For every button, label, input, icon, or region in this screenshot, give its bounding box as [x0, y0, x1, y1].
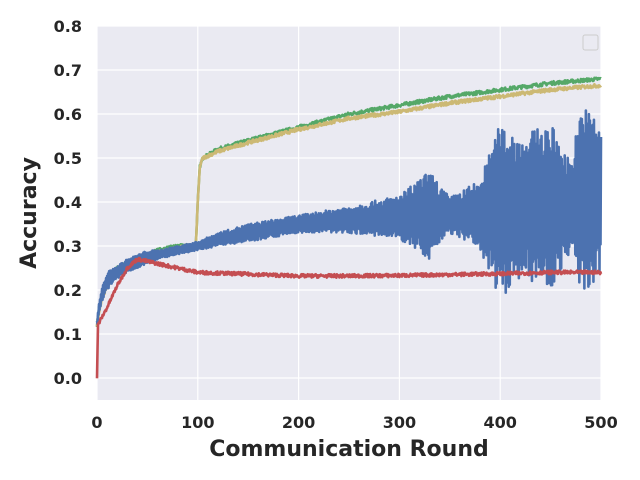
y-tick-label: 0.4 — [54, 193, 82, 212]
y-tick-label: 0.2 — [54, 281, 82, 300]
x-tick-label: 400 — [483, 413, 516, 432]
x-tick-label: 300 — [383, 413, 416, 432]
y-tick-label: 0.6 — [54, 105, 82, 124]
y-tick-label: 0.1 — [54, 325, 82, 344]
x-tick-label: 200 — [282, 413, 315, 432]
y-axis-label: Accuracy — [17, 157, 42, 269]
series-line — [95, 256, 603, 379]
x-tick-label: 500 — [584, 413, 617, 432]
y-tick-label: 0.3 — [54, 237, 82, 256]
legend-box — [582, 34, 599, 51]
series-line — [95, 109, 603, 326]
y-tick-label: 0.8 — [54, 17, 82, 36]
x-tick-label: 100 — [181, 413, 214, 432]
y-tick-labels: 0.0 0.1 0.2 0.3 0.4 0.5 0.6 0.7 0.8 — [54, 17, 82, 388]
series-line — [95, 76, 602, 328]
y-tick-label: 0.0 — [54, 369, 82, 388]
x-tick-label: 0 — [91, 413, 102, 432]
x-axis-label: Communication Round — [209, 437, 488, 462]
x-tick-labels: 0 100 200 300 400 500 — [91, 413, 617, 432]
y-tick-label: 0.7 — [54, 61, 82, 80]
y-tick-label: 0.5 — [54, 149, 82, 168]
series-layer — [95, 76, 603, 379]
